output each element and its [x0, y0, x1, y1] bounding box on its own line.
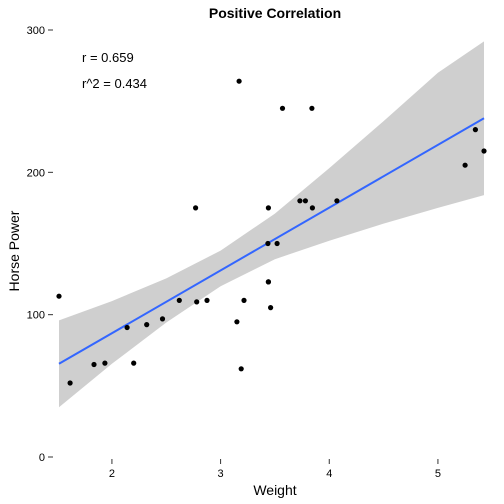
- annotations: r = 0.659 r^2 = 0.434: [82, 50, 147, 91]
- data-point-19: [91, 361, 97, 368]
- data-point-16: [472, 127, 478, 133]
- chart-title: Positive Correlation: [209, 5, 341, 21]
- data-point-1: [204, 297, 210, 303]
- data-point-8: [234, 319, 240, 325]
- x-axis: 2 3 4 5: [109, 459, 441, 480]
- data-point-26: [124, 324, 130, 331]
- data-point-12: [297, 198, 303, 204]
- y-tick-label: 100: [27, 310, 45, 322]
- data-point-20: [159, 316, 166, 322]
- data-point-31: [194, 299, 200, 305]
- data-point-23: [309, 105, 315, 111]
- data-point-24: [309, 205, 315, 211]
- data-point-29: [193, 205, 199, 211]
- annotation-r: r = 0.659: [82, 50, 134, 65]
- y-axis: 0 100 200 300: [27, 25, 53, 464]
- x-tick-label: 5: [435, 468, 441, 480]
- data-point-4: [265, 205, 271, 211]
- y-tick-label: 200: [27, 167, 45, 179]
- annotation-r-squared: r^2 = 0.434: [82, 76, 147, 91]
- data-point-22: [265, 240, 271, 247]
- fit-line-layer: [58, 117, 485, 365]
- y-tick-label: 0: [39, 452, 45, 464]
- data-point-18: [67, 380, 73, 386]
- fit-line: [58, 117, 485, 365]
- y-tick-label: 300: [27, 25, 45, 37]
- points-layer: [56, 78, 487, 386]
- data-point-13: [302, 198, 308, 204]
- data-point-6: [279, 105, 286, 111]
- data-point-28: [236, 78, 242, 84]
- data-point-3: [241, 297, 247, 303]
- data-point-27: [56, 293, 62, 299]
- x-tick-label: 4: [326, 468, 332, 480]
- data-point-11: [334, 198, 340, 204]
- confidence-band: [59, 41, 484, 408]
- data-point-5: [268, 305, 274, 311]
- data-point-25: [102, 360, 108, 366]
- confidence-band-layer: [59, 41, 484, 408]
- x-tick-label: 3: [218, 468, 224, 480]
- data-point-2: [144, 322, 150, 328]
- data-point-17: [131, 360, 137, 366]
- y-axis-title: Horse Power: [6, 210, 22, 291]
- data-point-10: [265, 279, 271, 285]
- data-point-7: [238, 366, 244, 372]
- data-point-14: [462, 162, 468, 168]
- data-point-21: [274, 240, 280, 247]
- x-tick-label: 2: [109, 468, 115, 480]
- x-axis-title: Weight: [253, 482, 296, 498]
- data-point-15: [481, 148, 487, 154]
- data-point-0: [176, 297, 182, 303]
